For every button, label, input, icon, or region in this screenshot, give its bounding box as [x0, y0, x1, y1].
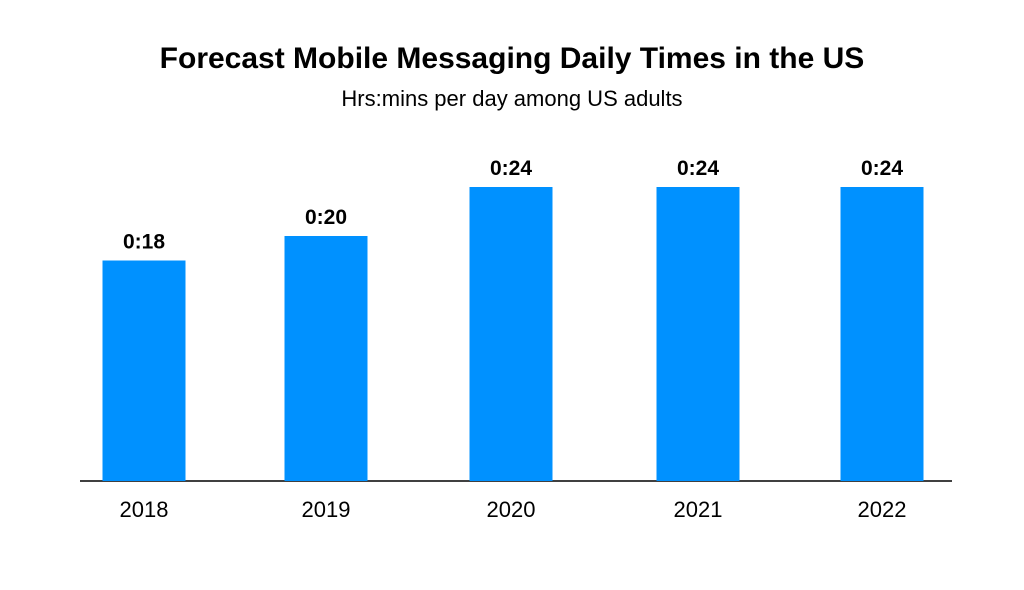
- bar: [840, 187, 924, 481]
- data-label: 0:24: [677, 157, 719, 180]
- x-tick-label: 2022: [858, 497, 907, 522]
- bar: [656, 187, 740, 481]
- data-label: 0:24: [861, 157, 903, 180]
- chart-title: Forecast Mobile Messaging Daily Times in…: [159, 42, 865, 75]
- x-tick-label: 2020: [487, 497, 536, 522]
- bar: [284, 236, 368, 481]
- bar: [469, 187, 553, 481]
- chart-subtitle: Hrs:mins per day among US adults: [341, 86, 683, 111]
- data-label: 0:24: [490, 157, 532, 180]
- data-label: 0:18: [123, 231, 165, 254]
- x-tick-label: 2021: [674, 497, 723, 522]
- data-label: 0:20: [305, 206, 347, 229]
- x-tick-label: 2018: [120, 497, 169, 522]
- x-tick-label: 2019: [302, 497, 351, 522]
- bar: [102, 260, 186, 481]
